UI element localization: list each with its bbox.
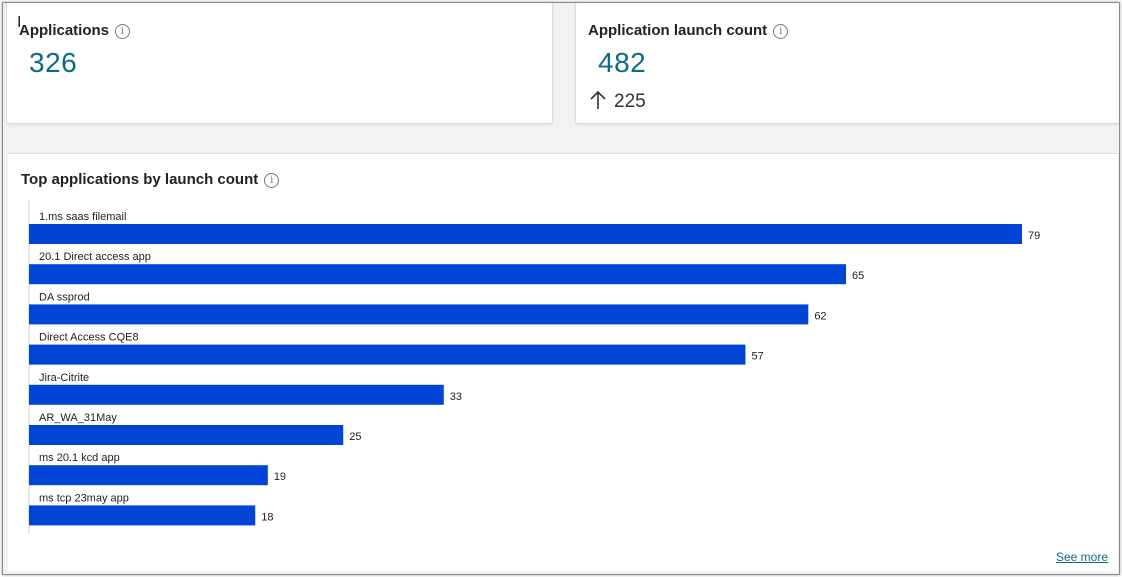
bar-category-label: AR_WA_31May [39, 412, 117, 424]
top-apps-chart-card: Top applications by launch count i 1.ms s… [8, 153, 1118, 572]
bar-category-label: 1.ms saas filemail [39, 211, 126, 223]
bar-value-label: 65 [852, 270, 864, 282]
chart-title: Top applications by launch count i [21, 171, 280, 188]
top-apps-bar-chart: 1.ms saas filemail 79 20.1 Direct access a… [28, 200, 1040, 534]
bar-value-label: 25 [349, 431, 361, 443]
launch-count-card[interactable]: Application launch count i 482 225 [575, 3, 1119, 124]
arrow-up-icon [590, 90, 606, 109]
applications-count: 326 [29, 47, 78, 78]
launch-count-delta-value: 225 [614, 91, 646, 112]
bar-value-label: 18 [261, 511, 273, 523]
bar-value-label: 19 [274, 471, 286, 483]
bar-category-label: Direct Access CQE8 [39, 332, 139, 344]
bar[interactable] [29, 384, 444, 405]
applications-card[interactable]: Applications i 326 [6, 3, 553, 124]
launch-count-delta: 225 [590, 90, 646, 113]
bar-category-label: 20.1 Direct access app [39, 251, 151, 263]
bar-category-label: ms tcp 23may app [39, 492, 129, 504]
bar-value-label: 79 [1028, 230, 1040, 242]
bar[interactable] [29, 344, 746, 365]
applications-card-title: Applications i [19, 22, 131, 39]
info-icon[interactable]: i [115, 24, 131, 39]
bar[interactable] [29, 505, 256, 526]
bar-category-label: ms 20.1 kcd app [39, 452, 120, 464]
bar[interactable] [29, 465, 268, 486]
bar-value-label: 62 [814, 310, 826, 322]
chart-title-text: Top applications by launch count [21, 171, 259, 188]
text-cursor-icon: I [17, 13, 22, 31]
applications-title-text: Applications [19, 22, 110, 39]
bar-category-label: DA ssprod [39, 291, 90, 303]
bar[interactable] [29, 425, 344, 445]
bar-value-label: 57 [751, 351, 763, 363]
bar-category-label: Jira-Citrite [39, 372, 89, 384]
info-icon[interactable]: i [773, 24, 789, 39]
launch-count-title-text: Application launch count [588, 22, 768, 39]
bar[interactable] [29, 304, 809, 325]
info-icon[interactable]: i [264, 173, 280, 188]
launch-count-value: 482 [598, 47, 647, 78]
see-more-link[interactable]: See more [1055, 550, 1108, 564]
launch-count-card-title: Application launch count i [588, 22, 789, 39]
bar[interactable] [29, 264, 847, 285]
bar[interactable] [29, 224, 1022, 244]
bar-value-label: 33 [450, 391, 462, 403]
